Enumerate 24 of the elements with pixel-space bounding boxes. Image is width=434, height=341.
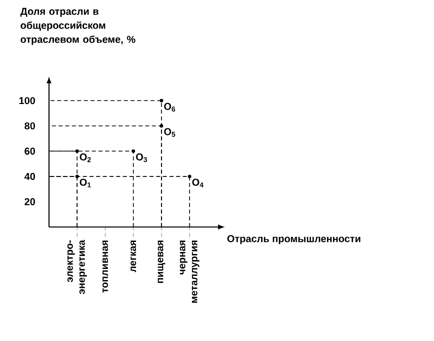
point xyxy=(160,124,164,128)
x-tick-label: электро-энергетика xyxy=(67,240,87,294)
point xyxy=(160,98,164,102)
x-tick-label: легкая xyxy=(130,240,136,272)
point xyxy=(75,174,79,178)
point xyxy=(188,174,192,178)
series-label: O$_{4}$ xyxy=(192,178,204,188)
series-label: O$_{2}$ xyxy=(80,153,91,162)
y-tick-label: 100 xyxy=(19,97,35,104)
point xyxy=(75,149,79,153)
x-tick-label: топливная xyxy=(102,240,108,293)
point xyxy=(132,149,136,153)
series-label: O$_{5}$ xyxy=(164,128,176,137)
x-tick-label: черная металлургия xyxy=(180,240,200,303)
series-label: O$_{3}$ xyxy=(136,153,148,162)
y-tick-label: 80 xyxy=(24,122,35,130)
x-tick-label: пищевая xyxy=(158,240,166,283)
y-tick-label: 20 xyxy=(24,198,35,206)
series-label: O$_{1}$ xyxy=(80,178,91,188)
series-label: O$_{6}$ xyxy=(164,102,176,112)
y-axis-title: Доля отрасли в общероссийском отраслевом объеме, % xyxy=(20,8,136,45)
x-axis-title: Отрасль промышленности xyxy=(227,235,360,244)
y-tick-label: 60 xyxy=(24,148,35,155)
y-tick-label: 40 xyxy=(24,172,35,180)
